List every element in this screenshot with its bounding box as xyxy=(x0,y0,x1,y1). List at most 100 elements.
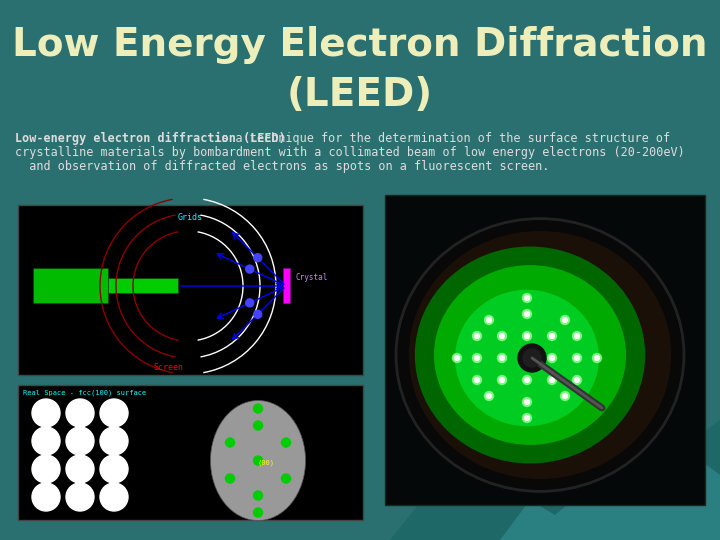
Circle shape xyxy=(474,377,480,382)
Circle shape xyxy=(547,332,557,341)
Circle shape xyxy=(523,309,531,319)
Circle shape xyxy=(225,438,235,447)
Circle shape xyxy=(32,455,60,483)
Circle shape xyxy=(562,318,567,322)
Ellipse shape xyxy=(396,219,684,491)
Circle shape xyxy=(253,508,263,517)
Circle shape xyxy=(523,414,531,422)
Circle shape xyxy=(32,399,60,427)
Text: Real Space - fcc(100) surface: Real Space - fcc(100) surface xyxy=(23,390,146,396)
Circle shape xyxy=(518,344,546,372)
Circle shape xyxy=(575,334,580,339)
Ellipse shape xyxy=(409,231,671,479)
Text: is a technique for the determination of the surface structure of: is a technique for the determination of … xyxy=(207,132,670,145)
Circle shape xyxy=(523,349,541,367)
Circle shape xyxy=(524,312,529,316)
Circle shape xyxy=(523,294,531,302)
Circle shape xyxy=(32,427,60,455)
Bar xyxy=(18,205,363,375)
Circle shape xyxy=(572,375,582,384)
Circle shape xyxy=(225,474,235,483)
Circle shape xyxy=(560,392,570,401)
Circle shape xyxy=(487,394,492,399)
Circle shape xyxy=(524,415,529,421)
Circle shape xyxy=(282,438,290,447)
Circle shape xyxy=(282,474,290,483)
Circle shape xyxy=(487,318,492,322)
Circle shape xyxy=(100,427,128,455)
Circle shape xyxy=(500,355,505,361)
Polygon shape xyxy=(390,415,720,540)
Text: and observation of diffracted electrons as spots on a fluorescent screen.: and observation of diffracted electrons … xyxy=(15,160,549,173)
Bar xyxy=(33,268,108,303)
Polygon shape xyxy=(500,460,720,540)
Circle shape xyxy=(100,483,128,511)
Circle shape xyxy=(66,399,94,427)
Circle shape xyxy=(485,315,493,325)
Text: crystalline materials by bombardment with a collimated beam of low energy electr: crystalline materials by bombardment wit… xyxy=(15,146,685,159)
Circle shape xyxy=(66,455,94,483)
Circle shape xyxy=(472,354,482,362)
Ellipse shape xyxy=(434,265,626,445)
Circle shape xyxy=(66,427,94,455)
Circle shape xyxy=(549,355,554,361)
Circle shape xyxy=(100,455,128,483)
Text: Screen: Screen xyxy=(153,362,183,372)
Circle shape xyxy=(253,404,263,413)
Bar xyxy=(283,268,290,303)
Bar xyxy=(385,195,705,505)
Circle shape xyxy=(253,421,263,430)
Bar xyxy=(18,385,363,520)
Circle shape xyxy=(246,299,253,307)
Circle shape xyxy=(253,456,263,465)
Circle shape xyxy=(485,392,493,401)
Ellipse shape xyxy=(415,246,645,463)
Circle shape xyxy=(498,332,506,341)
Text: Low-energy electron diffraction (LEED): Low-energy electron diffraction (LEED) xyxy=(15,132,286,145)
Ellipse shape xyxy=(455,290,599,426)
Circle shape xyxy=(560,315,570,325)
Circle shape xyxy=(454,355,459,361)
Bar xyxy=(108,278,178,293)
Circle shape xyxy=(500,377,505,382)
Text: Low Energy Electron Diffraction: Low Energy Electron Diffraction xyxy=(12,26,708,64)
Circle shape xyxy=(524,400,529,404)
Circle shape xyxy=(498,375,506,384)
Circle shape xyxy=(593,354,601,362)
Circle shape xyxy=(498,354,506,362)
Circle shape xyxy=(474,355,480,361)
Circle shape xyxy=(549,334,554,339)
Circle shape xyxy=(547,354,557,362)
Circle shape xyxy=(523,332,531,341)
Ellipse shape xyxy=(210,401,305,521)
Circle shape xyxy=(524,377,529,382)
Circle shape xyxy=(474,334,480,339)
Circle shape xyxy=(66,483,94,511)
Circle shape xyxy=(523,354,531,362)
Circle shape xyxy=(32,483,60,511)
Circle shape xyxy=(562,394,567,399)
Circle shape xyxy=(500,334,505,339)
Circle shape xyxy=(524,355,529,361)
Circle shape xyxy=(100,399,128,427)
Circle shape xyxy=(253,491,263,500)
Circle shape xyxy=(572,354,582,362)
Circle shape xyxy=(547,375,557,384)
Circle shape xyxy=(472,332,482,341)
Circle shape xyxy=(452,354,462,362)
Circle shape xyxy=(523,397,531,407)
Text: (LEED): (LEED) xyxy=(287,76,433,114)
Circle shape xyxy=(246,265,253,273)
Circle shape xyxy=(253,310,261,318)
Text: (00): (00) xyxy=(258,459,274,465)
Circle shape xyxy=(575,377,580,382)
Text: Crystal: Crystal xyxy=(295,273,328,282)
Circle shape xyxy=(523,375,531,384)
Circle shape xyxy=(524,295,529,300)
Circle shape xyxy=(575,355,580,361)
Circle shape xyxy=(524,334,529,339)
Circle shape xyxy=(572,332,582,341)
Circle shape xyxy=(253,254,261,262)
Circle shape xyxy=(549,377,554,382)
Text: Grids: Grids xyxy=(178,213,203,221)
